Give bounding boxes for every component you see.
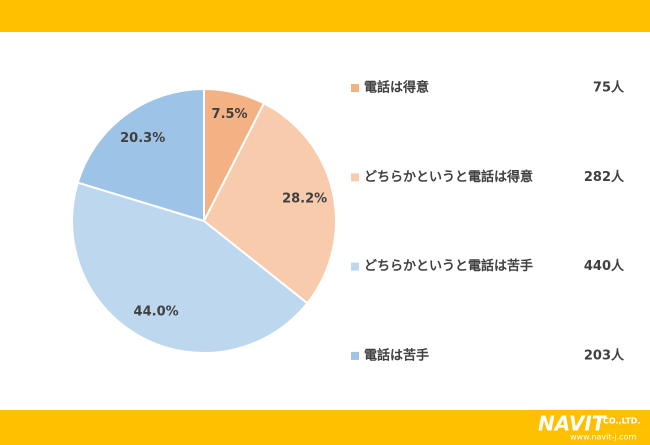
legend-count: 75人 xyxy=(593,80,625,96)
top-bar xyxy=(0,0,650,32)
legend-count: 440人 xyxy=(584,258,625,274)
legend-label: どちらかというと電話は苦手 xyxy=(364,258,533,274)
pie-slice xyxy=(202,102,337,305)
legend-label: 電話は苦手 xyxy=(364,347,429,363)
data-label: 28.2% xyxy=(282,192,327,207)
legend-swatch xyxy=(351,262,359,271)
legend-swatch xyxy=(351,84,359,92)
url: www.navit-j.com xyxy=(570,433,636,442)
pie-slice xyxy=(76,87,205,223)
data-label: 20.3% xyxy=(120,131,165,146)
legend-label: 電話は得意 xyxy=(364,80,429,96)
company: CO.,LTD. xyxy=(603,417,640,426)
legend-swatch xyxy=(351,173,359,182)
data-label: 7.5% xyxy=(212,107,248,122)
legend-count: 203人 xyxy=(584,347,625,363)
legend-count: 282人 xyxy=(584,169,625,185)
pie-slice xyxy=(71,181,309,354)
legend-swatch xyxy=(351,351,359,360)
data-label: 44.0% xyxy=(134,305,179,320)
bottom-bar xyxy=(0,410,650,445)
legend-label: どちらかというと電話は得意 xyxy=(364,169,533,185)
logo: NAVIT xyxy=(538,412,607,436)
